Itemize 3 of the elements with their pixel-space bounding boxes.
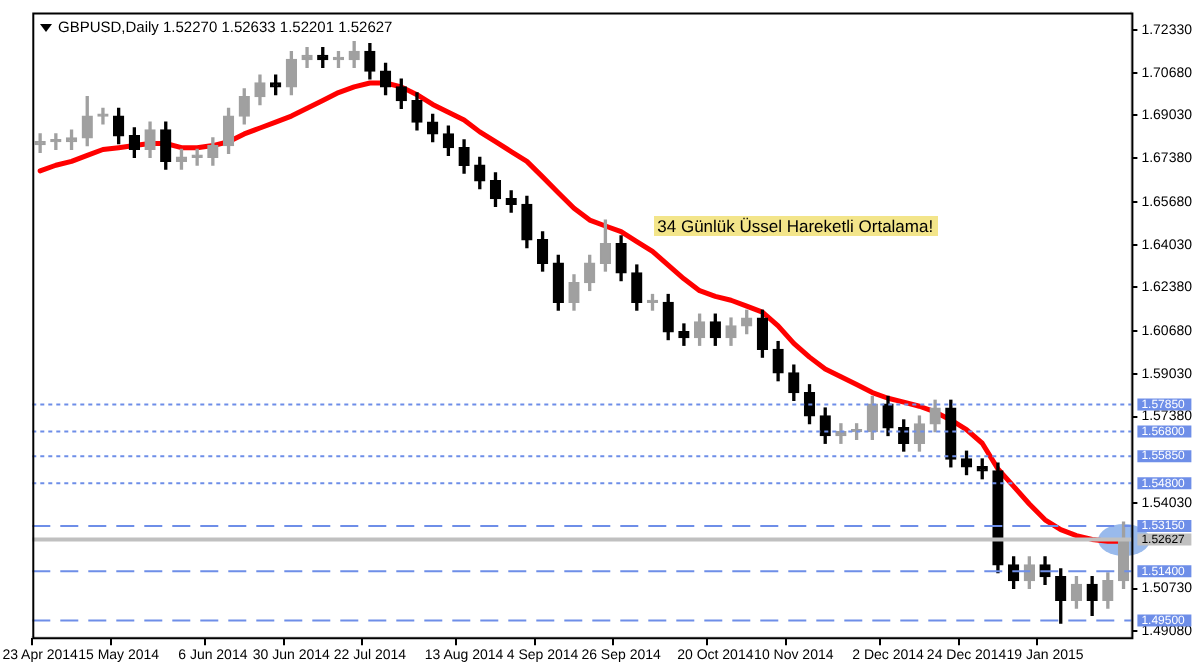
candlestick <box>34 133 46 153</box>
candlestick <box>97 107 109 125</box>
annotation: 34 Günlük Üssel Hareketli Ortalama! <box>653 215 938 236</box>
